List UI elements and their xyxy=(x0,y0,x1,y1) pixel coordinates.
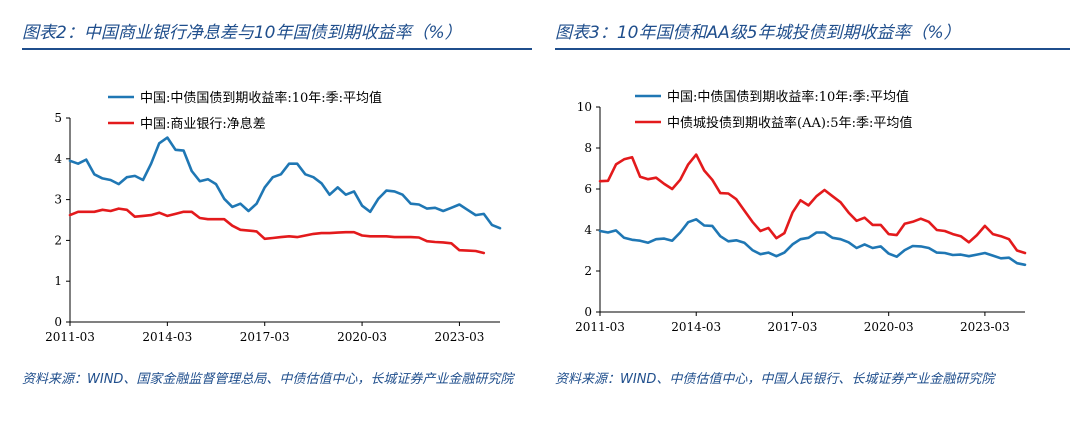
x-tick-label: 2014-03 xyxy=(671,320,721,334)
figure-title: 图表3：10年国债和AA级5年城投债到期收益率（%） xyxy=(555,23,961,43)
legend-label-0: 中国:中债国债到期收益率:10年:季:平均值 xyxy=(140,90,382,106)
x-tick-label: 2017-03 xyxy=(240,330,290,344)
x-tick-label: 2020-03 xyxy=(864,320,914,334)
title-rule xyxy=(555,48,1070,50)
y-tick-label: 0 xyxy=(54,315,62,329)
y-tick-label: 6 xyxy=(584,182,592,196)
chart-panel-left: 图表2：中国商业银行净息差与10年国债到期收益率（%） 0 1 2 3 4 5 2011-0… xyxy=(22,23,532,387)
series-line-0 xyxy=(598,218,1027,267)
y-tick-label: 2 xyxy=(54,233,62,247)
legend-label-0: 中国:中债国债到期收益率:10年:季:平均值 xyxy=(667,89,909,105)
y-tick-label: 3 xyxy=(54,193,62,207)
y-tick-label: 4 xyxy=(584,223,592,237)
x-tick-label: 2011-03 xyxy=(575,320,625,334)
y-tick-label: 0 xyxy=(584,305,592,319)
series-line-1 xyxy=(68,207,486,255)
x-tick-label: 2020-03 xyxy=(337,330,387,344)
legend-label-1: 中国:商业银行:净息差 xyxy=(140,116,266,132)
y-tick-label: 8 xyxy=(584,141,592,155)
x-tick-label: 2023-03 xyxy=(434,330,484,344)
legend-label-1: 中债城投债到期收益率(AA):5年:季:平均值 xyxy=(667,115,912,131)
line-chart-bond-vs-chengtou-yield: 0 2 4 6 8 10 2011-03 2014-03 2017-03 2020-03 2023-… xyxy=(575,89,1027,334)
y-tick-label: 2 xyxy=(584,264,592,278)
series-line-1 xyxy=(598,153,1027,255)
series-line-0 xyxy=(68,136,502,230)
y-tick-label: 1 xyxy=(54,274,62,288)
title-rule xyxy=(22,48,532,50)
y-tick-label: 4 xyxy=(54,152,62,166)
y-tick-label: 10 xyxy=(577,100,592,114)
figure-title: 图表2：中国商业银行净息差与10年国债到期收益率（%） xyxy=(22,23,462,43)
x-tick-label: 2023-03 xyxy=(960,320,1010,334)
x-tick-label: 2011-03 xyxy=(45,330,95,344)
source-note: 资料来源：WIND、中债估值中心，中国人民银行、长城证券产业金融研究院 xyxy=(555,372,995,387)
source-note: 资料来源：WIND、国家金融监督管理总局、中债估值中心，长城证券产业金融研究院 xyxy=(22,372,514,387)
x-tick-label: 2014-03 xyxy=(142,330,192,344)
chart-panel-right: 图表3：10年国债和AA级5年城投债到期收益率（%） 0 2 4 6 8 10 2011-0… xyxy=(550,0,1080,446)
line-chart-nim-vs-bond-yield: 0 1 2 3 4 5 2011-03 2014-03 2017-03 2020-03 2023-0… xyxy=(45,90,502,344)
y-tick-label: 5 xyxy=(54,111,62,125)
x-tick-label: 2017-03 xyxy=(768,320,818,334)
